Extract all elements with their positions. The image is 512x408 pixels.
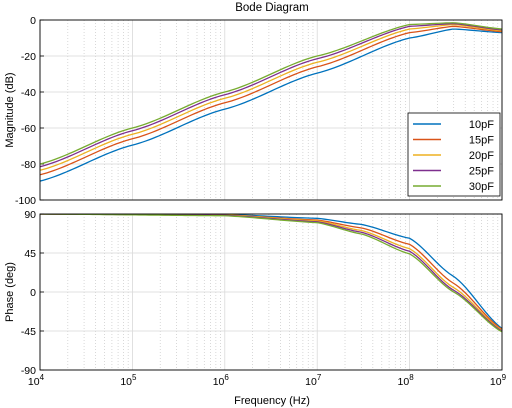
series-line-10pF [40, 28, 502, 182]
y-tick-label: -20 [21, 51, 36, 63]
magnitude-panel: 0 -20 -40 -60 -80 -100 Magnitude (dB) 10pF 15pF 2… [4, 15, 503, 207]
y-tick-label: 0 [30, 15, 36, 27]
x-tick-label: 106 [213, 373, 230, 388]
y-tick-label: -40 [21, 87, 36, 99]
series-line-15pF [40, 25, 502, 176]
y-tick-label: -60 [21, 123, 36, 135]
series-group [40, 214, 502, 333]
y-tick-label: -90 [21, 365, 36, 377]
y-tick-label: 90 [24, 209, 36, 221]
x-tick-exponent: 6 [224, 373, 229, 382]
x-tick-base: 10 [28, 376, 40, 388]
y-axis-label: Magnitude (dB) [4, 72, 16, 147]
x-tick-base: 10 [120, 376, 132, 388]
legend-label: 30pF [469, 181, 494, 193]
x-tick-exponent: 8 [409, 373, 414, 382]
y-axis-label: Phase (deg) [4, 262, 16, 322]
y-tick-label: -45 [21, 326, 36, 338]
x-tick-label: 105 [120, 373, 137, 388]
x-tick-label: 108 [398, 373, 415, 388]
series-line-30pF [40, 22, 502, 165]
legend-label: 20pF [469, 150, 494, 162]
y-tick-label: -80 [21, 159, 36, 171]
y-tick-label: -100 [15, 195, 36, 207]
x-tick-base: 10 [398, 376, 410, 388]
series-group [40, 22, 502, 182]
x-tick-exponent: 5 [132, 373, 137, 382]
x-tick-base: 10 [490, 376, 502, 388]
series-line-25pF [40, 214, 502, 332]
x-tick-exponent: 7 [317, 373, 322, 382]
x-tick-label: 107 [305, 373, 322, 388]
x-tick-base: 10 [213, 376, 225, 388]
y-tick-label: 0 [30, 287, 36, 299]
series-line-20pF [40, 23, 502, 171]
chart-title: Bode Diagram [235, 2, 309, 14]
x-axis-label: Frequency (Hz) [234, 395, 310, 407]
axes-box [39, 213, 503, 371]
axes-box [39, 19, 503, 201]
x-tick-exponent: 9 [502, 373, 507, 382]
series-line-25pF [40, 22, 502, 168]
x-tick-label: 104 [28, 373, 45, 388]
series-line-30pF [40, 214, 502, 333]
x-tick-base: 10 [305, 376, 317, 388]
legend-label: 10pF [469, 119, 494, 131]
legend-label: 25pF [469, 166, 494, 178]
legend-label: 15pF [469, 135, 494, 147]
y-tick-label: 45 [24, 248, 36, 260]
legend: 10pF 15pF 20pF 25pF 30pF [407, 112, 501, 197]
x-tick-label: 109 [490, 373, 507, 388]
x-tick-exponent: 4 [40, 373, 45, 382]
